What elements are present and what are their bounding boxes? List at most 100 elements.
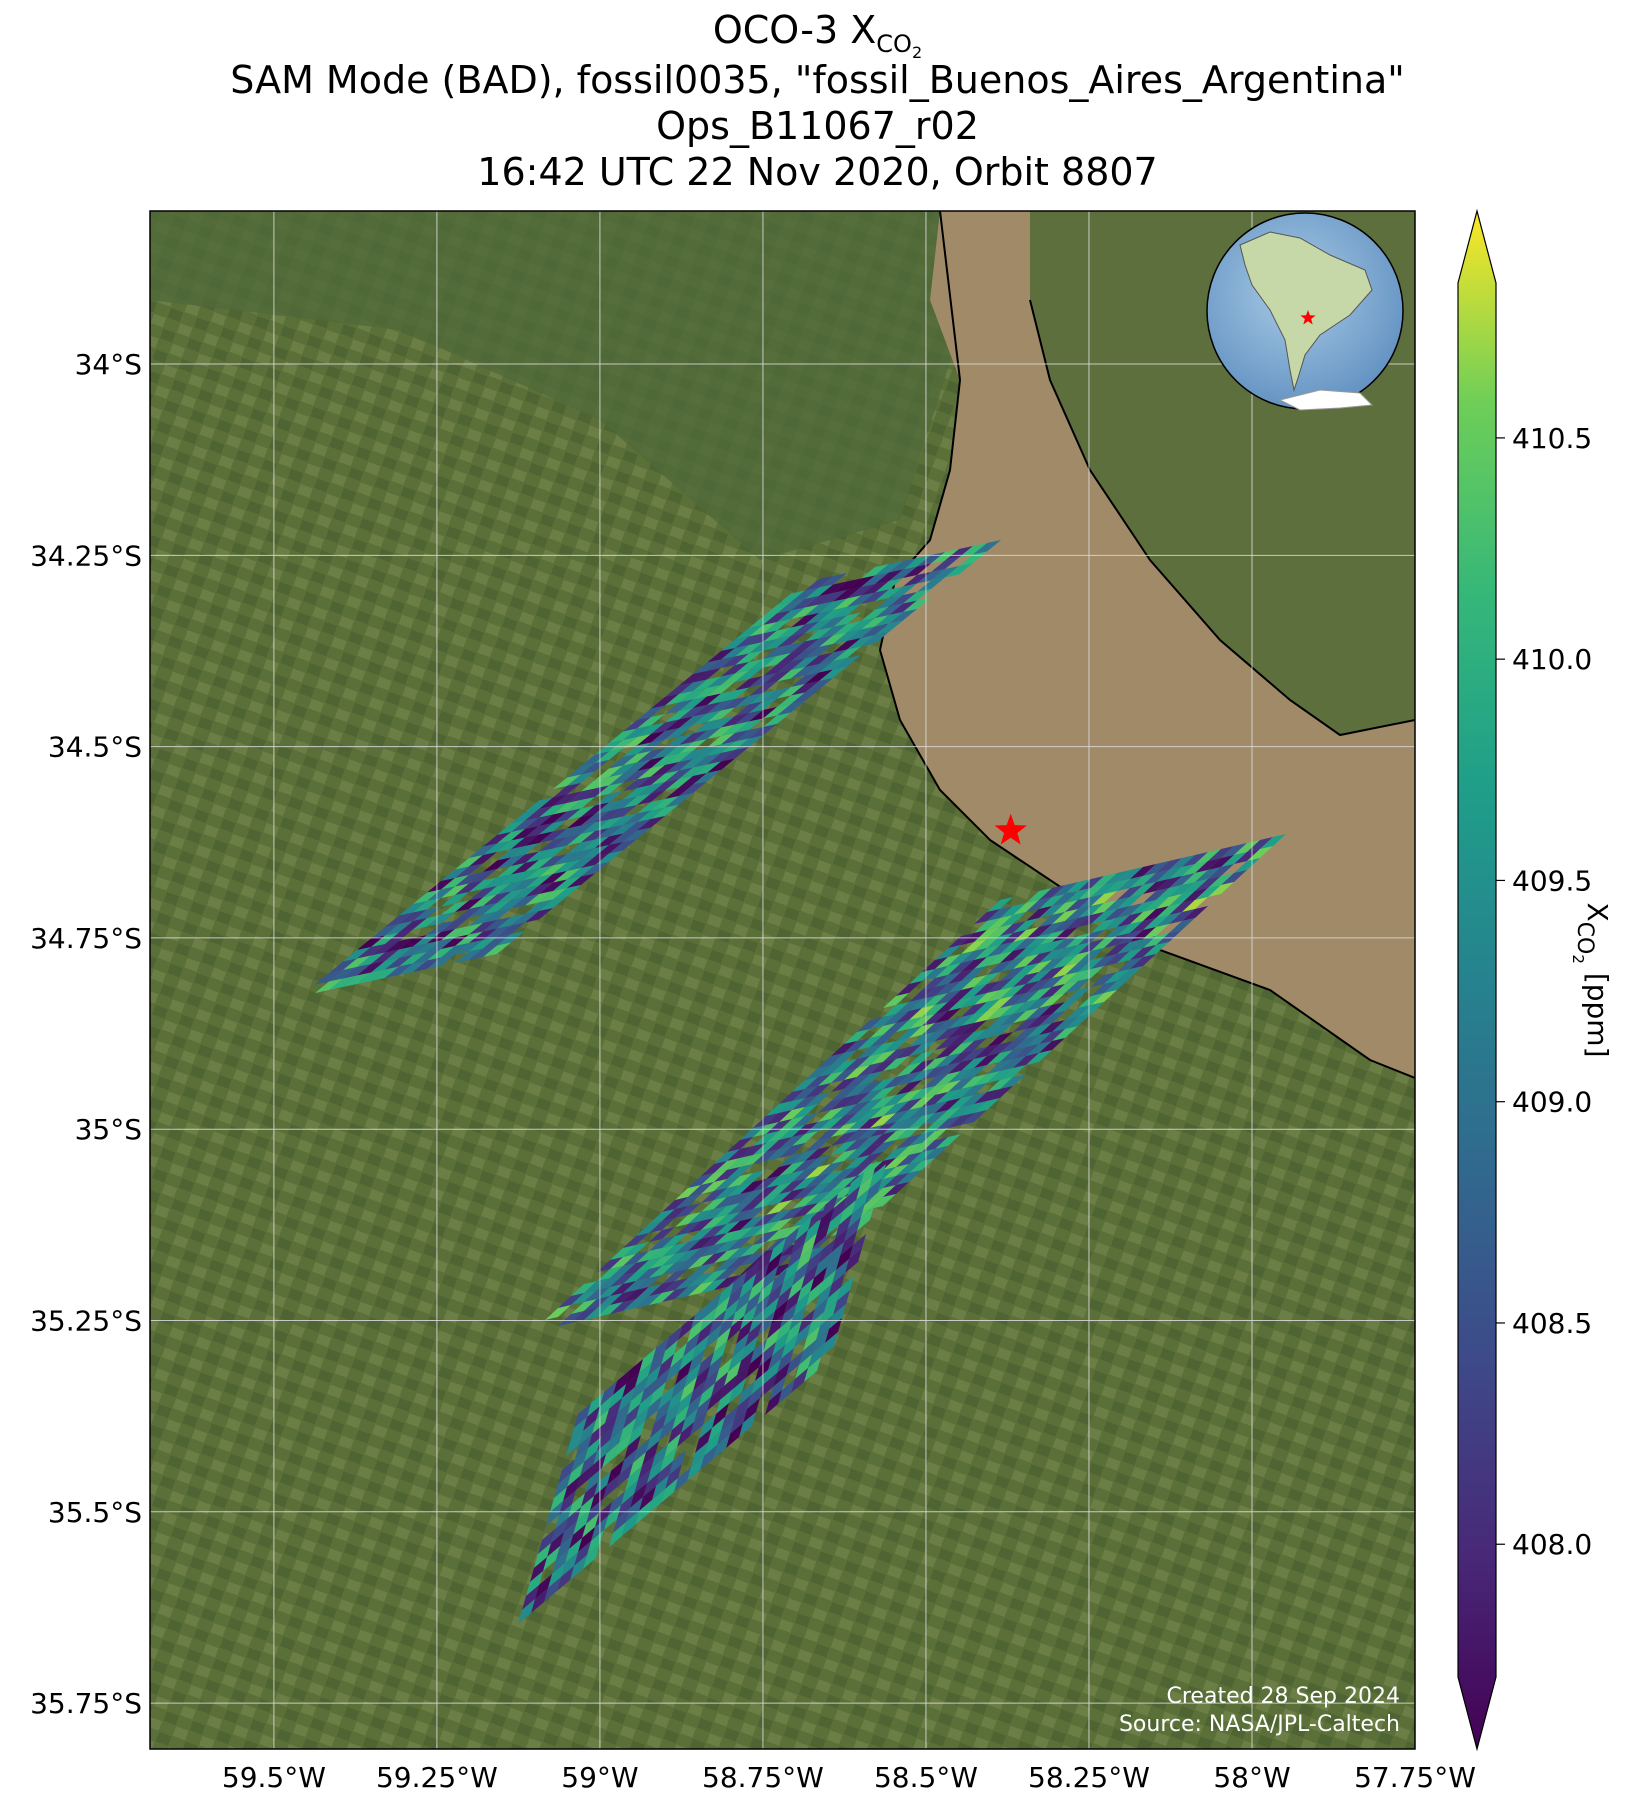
sounding-footprint	[945, 546, 973, 561]
sounding-footprint	[792, 1203, 818, 1218]
sounding-footprint	[896, 1026, 922, 1041]
sounding-footprint	[441, 917, 469, 932]
sounding-footprint	[818, 1161, 844, 1176]
sounding-footprint	[987, 915, 1013, 930]
sounding-footprint	[792, 1176, 818, 1191]
sounding-footprint	[413, 898, 441, 913]
sounding-footprint	[987, 960, 1013, 975]
sounding-footprint	[922, 1146, 948, 1161]
sounding-footprint	[535, 1574, 552, 1599]
sounding-footprint	[833, 629, 861, 644]
sounding-footprint	[555, 1504, 572, 1529]
sounding-footprint	[987, 933, 1013, 948]
sounding-footprint	[736, 1319, 753, 1344]
sounding-footprint	[597, 1284, 623, 1299]
sounding-footprint	[650, 1413, 667, 1438]
sounding-footprint	[948, 1104, 974, 1119]
sounding-footprint	[1260, 834, 1286, 849]
sounding-footprint	[511, 860, 539, 875]
sounding-footprint	[889, 558, 917, 573]
sounding-footprint	[825, 1318, 842, 1343]
sounding-footprint	[714, 1203, 740, 1218]
sounding-footprint	[819, 598, 847, 613]
sounding-footprint	[640, 1379, 657, 1404]
sounding-footprint	[1052, 954, 1078, 969]
sounding-footprint	[1247, 837, 1273, 852]
sounding-footprint	[628, 1421, 645, 1446]
sounding-footprint	[614, 1401, 631, 1426]
sounding-footprint	[574, 1403, 591, 1428]
sounding-footprint	[1065, 951, 1091, 966]
sounding-footprint	[1026, 969, 1052, 984]
sounding-footprint	[903, 563, 931, 578]
sounding-footprint	[849, 1234, 866, 1259]
sounding-footprint	[766, 1283, 783, 1308]
sounding-footprint	[875, 612, 903, 627]
sounding-footprint	[833, 1290, 850, 1315]
sounding-footprint	[1065, 1014, 1091, 1029]
sounding-footprint	[857, 1098, 883, 1113]
sounding-footprint	[455, 872, 483, 887]
sounding-footprint	[909, 1014, 935, 1029]
sounding-footprint	[329, 958, 357, 973]
sounding-footprint	[815, 1284, 832, 1309]
sounding-footprint	[1169, 918, 1195, 933]
sounding-footprint	[961, 993, 987, 1008]
sounding-footprint	[935, 1107, 961, 1122]
sounding-footprint	[909, 1050, 935, 1065]
sounding-footprint	[833, 621, 861, 636]
sounding-footprint	[795, 1354, 812, 1379]
sounding-footprint	[727, 1254, 753, 1269]
sounding-footprint	[847, 1172, 864, 1197]
sounding-footprint	[571, 1448, 588, 1473]
sounding-footprint	[609, 728, 637, 743]
sounding-footprint	[889, 592, 917, 607]
sounding-footprint	[637, 765, 665, 780]
globe-target-star-icon	[1300, 310, 1316, 325]
sounding-footprint	[883, 993, 909, 1008]
sounding-footprint	[455, 906, 483, 921]
sounding-footprint	[777, 684, 805, 699]
sounding-footprint	[974, 1044, 1000, 1059]
sounding-footprint	[805, 1083, 831, 1098]
sounding-footprint	[581, 760, 609, 775]
sounding-footprint	[896, 1143, 922, 1158]
sounding-footprint	[623, 1404, 640, 1429]
sounding-footprint	[702, 1369, 719, 1394]
sounding-footprint	[522, 1585, 539, 1610]
sounding-footprint	[909, 996, 935, 1011]
sounding-footprint	[371, 924, 399, 939]
sounding-footprint	[1104, 915, 1130, 930]
sounding-footprint	[624, 1435, 641, 1460]
sounding-footprint	[818, 1179, 844, 1194]
sounding-footprint	[974, 1053, 1000, 1068]
sounding-footprint	[1065, 879, 1091, 894]
sounding-footprint	[883, 1173, 909, 1188]
sounding-footprint	[1065, 915, 1091, 930]
sounding-footprint	[1091, 954, 1117, 969]
sounding-footprint	[974, 1026, 1000, 1041]
sounding-footprint	[1221, 870, 1247, 885]
sounding-footprint	[701, 1233, 727, 1248]
sounding-footprint	[987, 1050, 1013, 1065]
sounding-footprint	[751, 1370, 768, 1395]
sounding-footprint	[558, 1293, 584, 1308]
sounding-footprint	[546, 1501, 563, 1526]
sounding-footprint	[385, 946, 413, 961]
sounding-footprint	[779, 1170, 805, 1185]
sounding-footprint	[804, 1357, 821, 1382]
sounding-footprint	[707, 758, 735, 773]
sounding-footprint	[1091, 936, 1117, 951]
sounding-footprint	[1078, 876, 1104, 891]
sounding-footprint	[805, 635, 833, 650]
sounding-footprint	[371, 958, 399, 973]
sounding-footprint	[552, 1549, 569, 1574]
sounding-footprint	[1143, 870, 1169, 885]
sounding-footprint	[753, 1221, 779, 1236]
sounding-footprint	[613, 1508, 630, 1533]
sounding-footprint	[1013, 1044, 1039, 1059]
sounding-footprint	[679, 671, 707, 686]
sounding-footprint	[729, 1378, 746, 1403]
sounding-footprint	[625, 1466, 642, 1491]
colorbar-tick-label: 408.5	[1512, 1307, 1592, 1340]
